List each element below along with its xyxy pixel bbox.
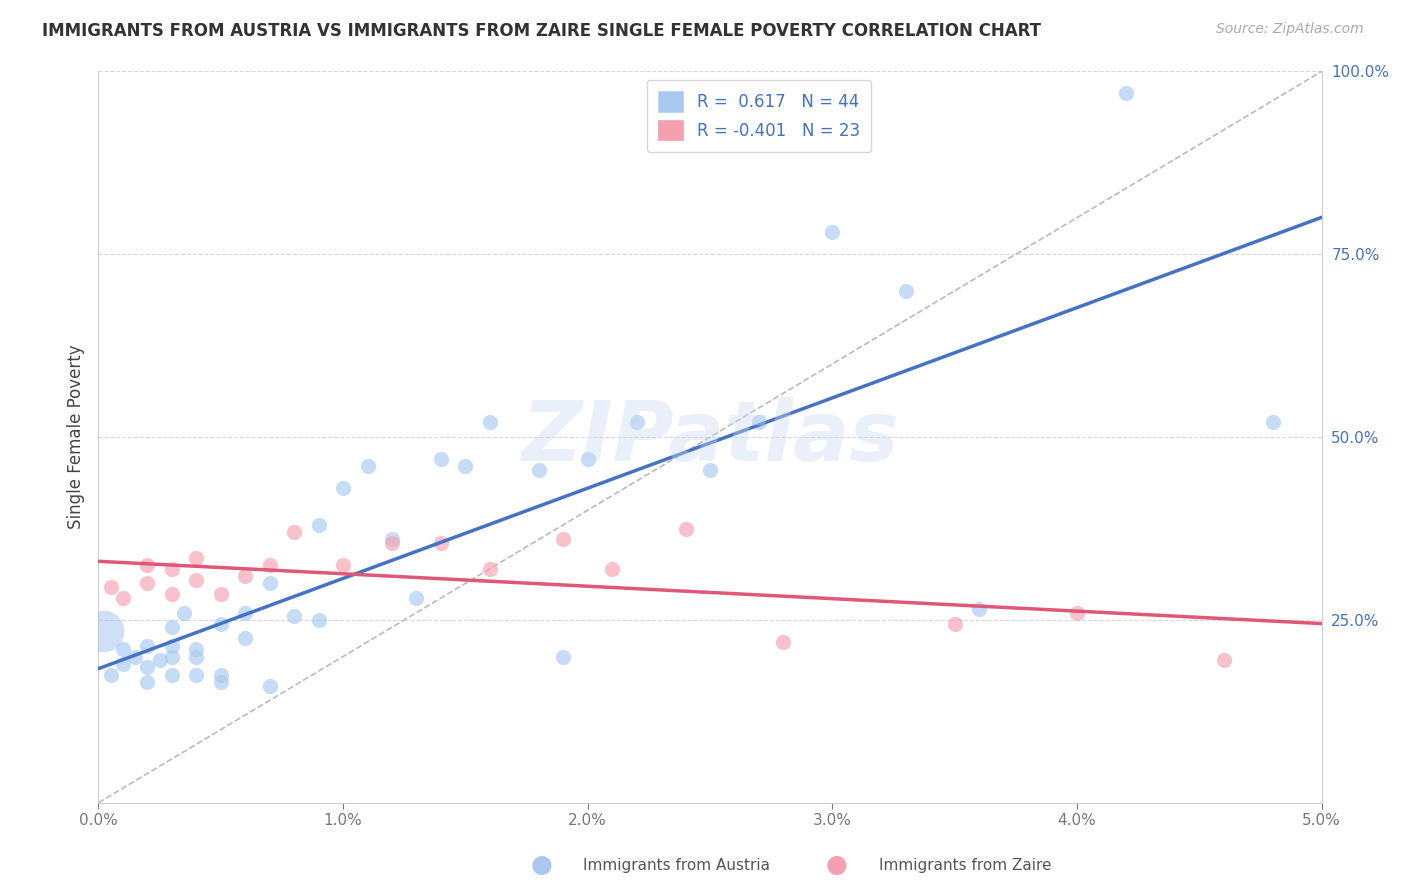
Point [381,533,404,547]
Text: ZIPatlas: ZIPatlas [522,397,898,477]
Point [283,525,305,540]
Point [91,624,114,638]
Point [332,481,354,495]
Point [1261,416,1284,430]
Point [186,667,208,681]
Point [100,580,122,594]
Point [160,639,183,653]
Text: Immigrants from Austria: Immigrants from Austria [583,858,770,872]
Text: ●: ● [530,854,553,877]
Point [160,649,183,664]
Point [160,587,183,601]
Point [527,463,550,477]
Point [173,606,195,620]
Point [283,609,305,624]
Point [233,632,256,646]
Point [186,642,208,657]
Point [136,675,159,690]
Legend: R =  0.617   N = 44, R = -0.401   N = 23: R = 0.617 N = 44, R = -0.401 N = 23 [647,79,872,152]
Point [136,639,159,653]
Point [186,550,208,565]
Point [209,667,232,681]
Text: IMMIGRANTS FROM AUSTRIA VS IMMIGRANTS FROM ZAIRE SINGLE FEMALE POVERTY CORRELATI: IMMIGRANTS FROM AUSTRIA VS IMMIGRANTS FR… [42,22,1042,40]
Point [1212,653,1234,667]
Point [405,591,427,605]
Point [478,562,501,576]
Point [111,642,134,657]
Point [478,416,501,430]
Point [160,667,183,681]
Point [748,416,770,430]
Point [967,602,990,616]
Point [259,576,281,591]
Text: Immigrants from Zaire: Immigrants from Zaire [879,858,1052,872]
Point [430,536,453,550]
Point [332,558,354,573]
Point [233,569,256,583]
Point [111,591,134,605]
Point [100,667,122,681]
Point [576,452,599,467]
Point [699,463,721,477]
Point [356,459,378,474]
Point [209,587,232,601]
Point [160,562,183,576]
Point [308,613,330,627]
Point [454,459,477,474]
Point [136,660,159,674]
Point [259,679,281,693]
Point [111,657,134,671]
Point [124,649,146,664]
Text: ●: ● [825,854,848,877]
Point [821,225,844,239]
Point [149,653,172,667]
Text: Source: ZipAtlas.com: Source: ZipAtlas.com [1216,22,1364,37]
Point [1115,87,1137,101]
Point [626,416,648,430]
Point [943,616,966,631]
Point [233,606,256,620]
Point [136,576,159,591]
Point [772,635,794,649]
Point [186,649,208,664]
Point [136,558,159,573]
Point [600,562,623,576]
Point [186,573,208,587]
Point [209,675,232,690]
Point [209,616,232,631]
Point [160,620,183,634]
Point [308,517,330,532]
Point [259,558,281,573]
Point [1066,606,1088,620]
Point [675,521,697,535]
Y-axis label: Single Female Poverty: Single Female Poverty [66,345,84,529]
Point [381,536,404,550]
Point [553,533,575,547]
Point [894,284,917,298]
Point [553,649,575,664]
Point [430,452,453,467]
